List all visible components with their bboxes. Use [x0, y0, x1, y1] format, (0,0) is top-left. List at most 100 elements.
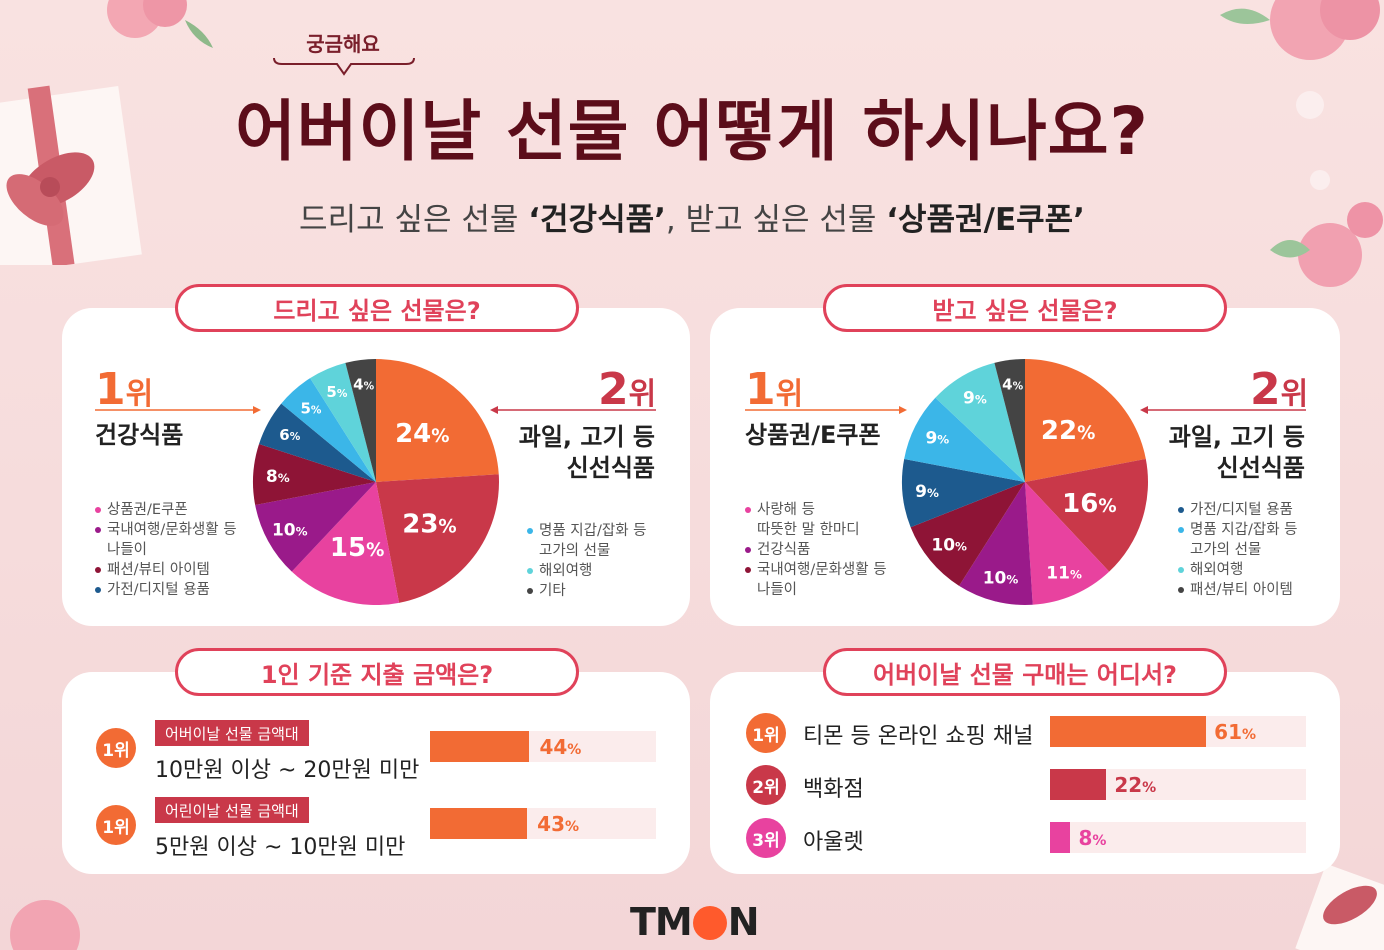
pie-data-label: 11% [1046, 563, 1082, 583]
pie-slice [376, 359, 499, 482]
pie-slice [281, 378, 376, 482]
pie-data-label: 9% [963, 388, 987, 408]
legend-label: 해외여행 [539, 563, 593, 579]
legend-item: 국내여행/문화생활 등 나들이 [95, 520, 237, 560]
pie-data-label: 8% [266, 467, 290, 487]
bar-value: 61% [1214, 720, 1257, 744]
give-gift-heading: 드리고 싶은 선물은? [175, 284, 579, 332]
give-pie-chart: 24%23%15%10%8%6%5%5%4% [253, 359, 499, 605]
flower-decoration [107, 0, 213, 48]
legend-label: 국내여행/문화생활 등 [757, 562, 887, 578]
receive-rank2-badge: 2위 [1250, 364, 1309, 415]
legend-dot-icon [745, 567, 751, 573]
pie-slice [345, 359, 376, 482]
logo-o-mark [692, 906, 727, 940]
pie-slice [291, 482, 400, 605]
legend-label: 고가의 선물 [539, 543, 611, 559]
legend-item: 상품권/E쿠폰 [95, 500, 237, 520]
bar-track [1050, 769, 1306, 800]
pie-slice [959, 482, 1033, 605]
legend-item: 패션/뷰티 아이템 [95, 560, 237, 580]
legend-dot-icon [95, 527, 101, 533]
legend-dot-icon [745, 547, 751, 553]
legend-label: 건강식품 [757, 542, 811, 558]
pie-data-label: 10% [272, 520, 308, 540]
tmon-logo: TM N [630, 900, 760, 944]
page-subtitle: 드리고 싶은 선물 ‘건강식품’, 받고 싶은 선물 ‘상품권/E쿠폰’ [299, 202, 1085, 238]
legend-dot-icon [95, 567, 101, 573]
arrow-left-icon [1140, 406, 1306, 414]
flower-decoration [1220, 0, 1380, 60]
legend-item: 건강식품 [745, 540, 887, 560]
pie-slice [253, 443, 376, 506]
pie-slice [904, 397, 1025, 482]
legend-item: 해외여행 [1178, 560, 1297, 580]
rank-circle: 3위 [746, 818, 786, 858]
give-rank1-badge: 1위 [95, 364, 154, 415]
arrow-right-icon [745, 406, 907, 414]
channel-heading: 어버이날 선물 구매는 어디서? [823, 648, 1227, 696]
legend-label: 가전/디지털 용품 [1190, 502, 1293, 518]
legend-label: 패션/뷰티 아이템 [1190, 582, 1293, 598]
channel-label: 티몬 등 온라인 쇼핑 채널 [803, 724, 1034, 749]
legend-item: 가전/디지털 용품 [1178, 500, 1297, 520]
give-rank1-item: 건강식품 [95, 421, 184, 449]
bar-track [1050, 822, 1306, 853]
legend-item: 가전/디지털 용품 [95, 580, 237, 600]
legend-label: 패션/뷰티 아이템 [107, 562, 210, 578]
receive-pie-chart: 22%16%11%10%10%9%9%9%4% [902, 359, 1148, 605]
legend-dot-icon [527, 568, 533, 574]
bar-value: 43% [537, 812, 580, 836]
pie-data-label: 9% [915, 482, 939, 502]
spend-panel [62, 672, 690, 874]
tag-label: 어버이날 선물 금액대 [155, 720, 309, 746]
pie-data-label: 4% [1002, 376, 1023, 394]
legend-dot-icon [527, 588, 533, 594]
legend-item: 명품 지갑/잡화 등 고가의 선물 [1178, 520, 1297, 560]
pie-slice [935, 362, 1025, 482]
pie-slice [910, 482, 1025, 586]
pie-data-label: 6% [279, 426, 300, 444]
eyebrow-label: 궁금해요 [306, 32, 380, 56]
rank-circle: 1위 [96, 728, 136, 768]
legend-dot-icon [1178, 567, 1184, 573]
speech-tail-icon [273, 57, 415, 76]
legend-dot-icon [1178, 587, 1184, 593]
legend-label: 기타 [539, 583, 566, 599]
legend-label: 나들이 [107, 542, 148, 558]
page-title: 어버이날 선물 어떻게 하시나요? [235, 93, 1149, 170]
flower-decoration [10, 900, 80, 950]
pie-slice [1025, 482, 1110, 605]
give-rank2-item: 과일, 고기 등 신선식품 [518, 423, 655, 483]
bar-track [1050, 716, 1306, 747]
bar-fill [1050, 716, 1207, 747]
gift-box-decoration [1295, 863, 1384, 950]
receive-rank2-item: 과일, 고기 등 신선식품 [1168, 423, 1305, 483]
pie-slice [255, 482, 376, 572]
arrow-right-icon [95, 406, 261, 414]
flower-decoration [1270, 202, 1383, 287]
give-rank2-badge: 2위 [598, 364, 657, 415]
pie-slice [994, 359, 1025, 482]
bar-value: 44% [539, 735, 582, 759]
pie-slice [376, 474, 499, 603]
bar-fill [1050, 822, 1071, 853]
legend-dot-icon [527, 528, 533, 534]
pie-slice [902, 458, 1025, 528]
legend-item: 사랑해 등 따뜻한 말 한마디 [745, 500, 887, 540]
pie-data-label: 4% [353, 376, 374, 394]
receive-rank1-item: 상품권/E쿠폰 [745, 421, 881, 449]
amount-label: 10만원 이상 ~ 20만원 미만 [155, 758, 420, 783]
receive-gift-heading: 받고 싶은 선물은? [823, 284, 1227, 332]
legend-dot-icon [745, 507, 751, 513]
legend-label: 나들이 [757, 582, 798, 598]
rank-circle: 2위 [746, 765, 786, 805]
receive-rank1-badge: 1위 [745, 364, 804, 415]
rank-circle: 1위 [746, 713, 786, 753]
legend-label: 사랑해 등 [757, 502, 815, 518]
legend-item: 명품 지갑/잡화 등 고가의 선물 [527, 521, 646, 561]
